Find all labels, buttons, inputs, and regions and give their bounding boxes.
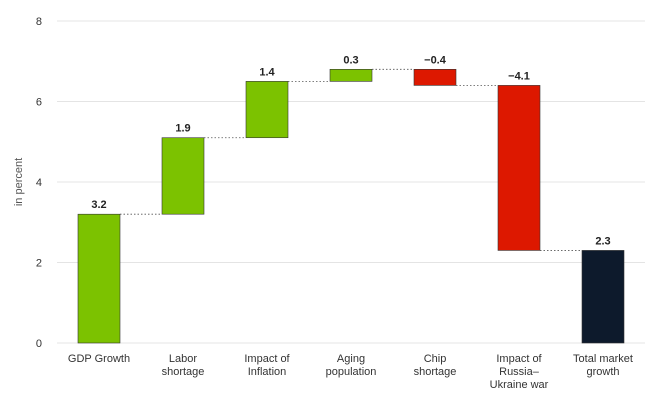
category-label-2: Impact of Inflation [244,353,290,378]
data-label-0: 3.2 [91,199,106,211]
bar-6 [581,250,625,344]
data-label-5: −4.1 [508,70,530,82]
category-label-1: Labor shortage [162,353,205,378]
category-label-6: Total market growth [573,353,633,378]
category-label-line: Impact of [496,353,542,365]
data-label-6: 2.3 [595,235,610,247]
category-label-3: Aging population [326,353,377,378]
y-axis-title: in percent [13,158,25,206]
bar-4 [413,69,457,86]
data-labels: 3.2 1.9 1.4 0.3 −0.4 −4.1 2.3 [91,54,610,247]
data-label-2: 1.4 [259,66,275,78]
grid-lines [57,20,645,344]
category-label-line: GDP Growth [68,353,130,365]
category-label-line: Chip [424,353,447,365]
category-label-0: GDP Growth [68,353,130,365]
y-axis-ticks: 0 2 4 6 8 [36,16,42,350]
y-tick-label: 0 [36,338,42,350]
bar-2 [245,81,289,139]
category-label-line: shortage [162,366,205,378]
category-label-line: shortage [414,366,457,378]
bar-1 [161,137,205,215]
y-tick-label: 2 [36,258,42,270]
category-label-line: Impact of [244,353,290,365]
category-label-line: Ukraine war [490,379,549,391]
data-label-3: 0.3 [343,54,358,66]
data-label-1: 1.9 [175,123,190,135]
y-tick-label: 4 [36,177,42,189]
bar-0 [77,213,121,344]
data-label-4: −0.4 [424,54,447,66]
bar-5 [497,85,541,251]
y-tick-label: 8 [36,16,42,28]
bars [77,69,625,344]
category-label-line: population [326,366,377,378]
connectors [120,68,582,251]
y-tick-label: 6 [36,97,42,109]
category-label-line: growth [586,366,619,378]
category-label-line: Labor [169,353,197,365]
category-label-line: Inflation [248,366,287,378]
category-label-5: Impact of Russia– Ukraine war [490,353,549,391]
category-label-line: Russia– [499,366,540,378]
category-label-line: Total market [573,353,633,365]
bar-3 [329,69,373,82]
category-label-4: Chip shortage [414,353,457,378]
category-label-line: Aging [337,353,365,365]
